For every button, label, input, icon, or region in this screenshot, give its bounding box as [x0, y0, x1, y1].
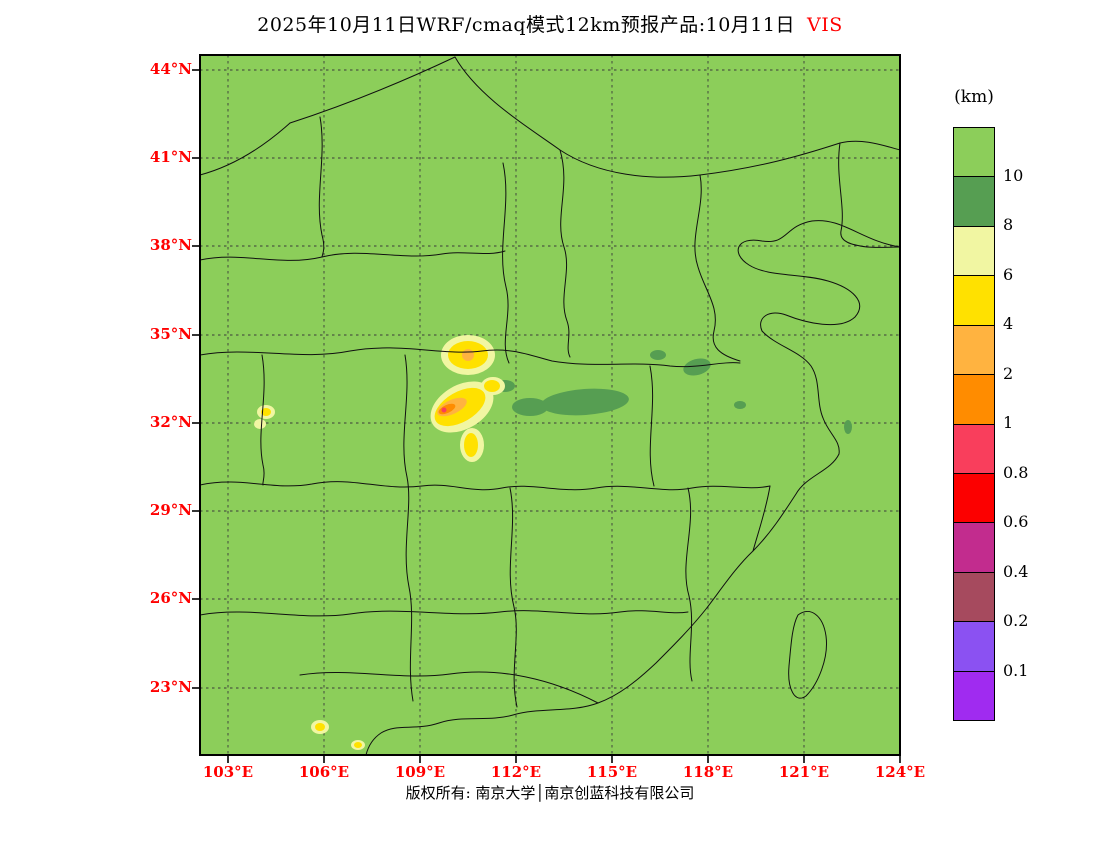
lon-label-103e: 103°E [202, 763, 254, 781]
lon-label-118e: 118°E [682, 763, 734, 781]
colorbar-tick-2: 2 [1003, 364, 1014, 383]
taiwan-island [788, 611, 827, 699]
colorbar-tick-8: 8 [1003, 215, 1014, 234]
lon-label-106e: 106°E [298, 763, 350, 781]
colorbar-segment [954, 622, 994, 672]
lon-label-109e: 109°E [394, 763, 446, 781]
map-canvas [192, 54, 901, 763]
copyright-text: 版权所有: 南京大学│南京创蓝科技有限公司 [405, 784, 695, 802]
colorbar-segment [954, 177, 994, 227]
lon-label-112e: 112°E [490, 763, 542, 781]
lat-label-29n: 29°N [149, 501, 192, 519]
map-frame [199, 54, 901, 756]
colorbar-segment [954, 671, 994, 721]
lat-label-41n: 41°N [149, 148, 192, 166]
colorbar-tick-0-1: 0.1 [1003, 661, 1029, 680]
title-text: 2025年10月11日WRF/cmaq模式12km预报产品:10月11日 [257, 14, 795, 36]
page-title: 2025年10月11日WRF/cmaq模式12km预报产品:10月11日 VIS [0, 10, 1100, 37]
axis-ticks [192, 69, 901, 763]
map-area [192, 54, 901, 763]
colorbar-tick-0-2: 0.2 [1003, 611, 1029, 630]
province-boundaries [199, 56, 901, 756]
title-variable-tag: VIS [807, 14, 843, 36]
colorbar-segment [954, 325, 994, 376]
colorbar-tick-6: 6 [1003, 265, 1014, 284]
lat-label-23n: 23°N [149, 678, 192, 696]
colorbar-tick-0-6: 0.6 [1003, 512, 1029, 531]
lon-label-121e: 121°E [778, 763, 830, 781]
colorbar-segment [954, 128, 994, 178]
colorbar-tick-1: 1 [1003, 413, 1014, 432]
colorbar-unit-label: (km) [954, 87, 994, 107]
colorbar-segment [954, 226, 994, 277]
lat-label-44n: 44°N [149, 60, 192, 78]
lat-label-38n: 38°N [149, 236, 192, 254]
colorbar-segment [954, 523, 994, 573]
lat-label-26n: 26°N [149, 589, 192, 607]
colorbar-segment [954, 572, 994, 623]
patches-visibility-below-1km [441, 407, 447, 413]
colorbar-tick-10: 10 [1003, 166, 1024, 185]
coastline [365, 220, 901, 756]
colorbar-tick-0-8: 0.8 [1003, 463, 1029, 482]
colorbar-segment [954, 375, 994, 425]
colorbar-segment [954, 473, 994, 524]
colorbar-segment [954, 276, 994, 326]
lon-label-124e: 124°E [874, 763, 926, 781]
colorbar [953, 127, 995, 721]
lon-label-115e: 115°E [586, 763, 638, 781]
lat-label-35n: 35°N [149, 325, 192, 343]
colorbar-segment [954, 424, 994, 474]
colorbar-tick-4: 4 [1003, 314, 1014, 333]
colorbar-tick-0-4: 0.4 [1003, 562, 1029, 581]
lat-label-32n: 32°N [149, 413, 192, 431]
